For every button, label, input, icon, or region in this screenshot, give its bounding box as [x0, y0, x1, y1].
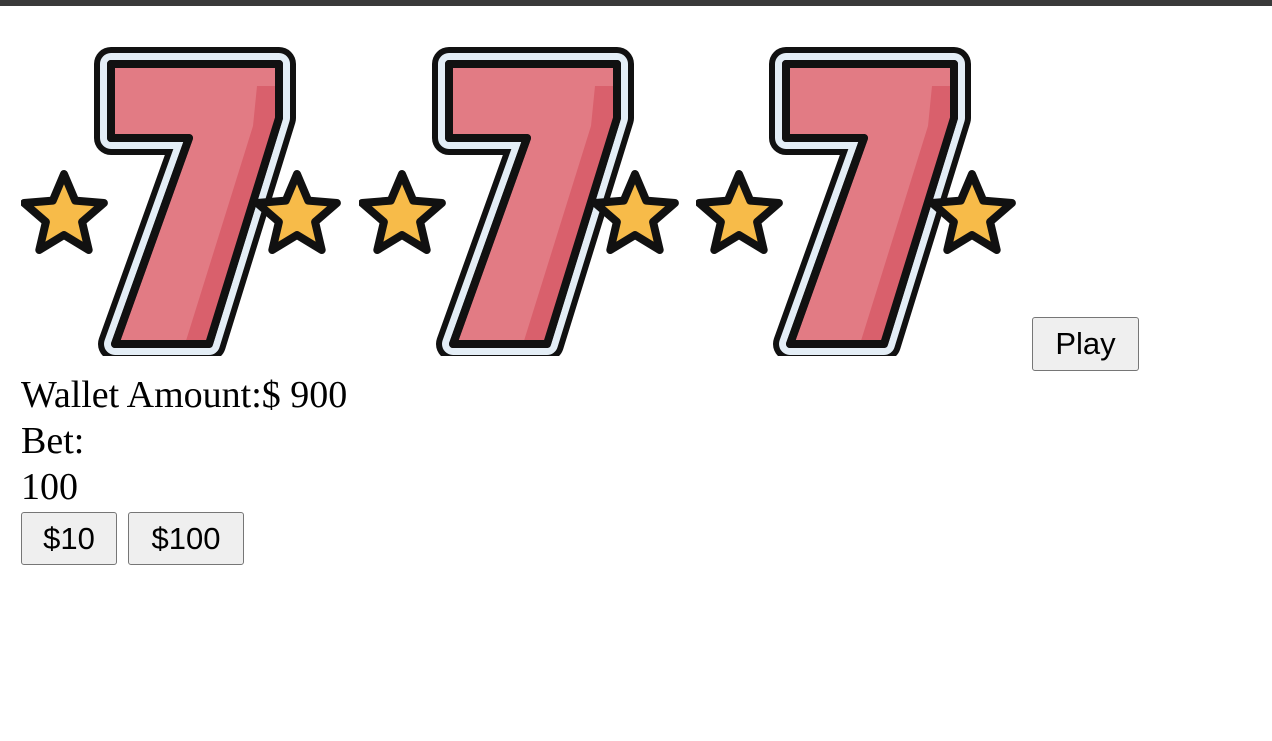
bet-value: 100 [21, 466, 78, 508]
seven-with-stars-icon [359, 26, 689, 356]
play-button[interactable]: Play [1032, 317, 1139, 371]
wallet-value: $ 900 [261, 374, 348, 416]
bet-label: Bet: [21, 420, 85, 462]
slot-reels: Play [21, 26, 1251, 371]
wallet-amount: Wallet Amount:$ 900 [21, 372, 1251, 418]
seven-with-stars-icon [21, 26, 351, 356]
bet-10-button[interactable]: $10 [21, 512, 117, 565]
bet-100-button[interactable]: $100 [128, 512, 244, 565]
bet-options: $10 $100 [21, 512, 1251, 565]
wallet-label: Wallet Amount: [21, 374, 262, 416]
seven-with-stars-icon [696, 26, 1026, 356]
slot-machine: Play Wallet Amount:$ 900 Bet: 100 $10 $1… [21, 26, 1251, 565]
browser-top-bar [0, 0, 1272, 6]
